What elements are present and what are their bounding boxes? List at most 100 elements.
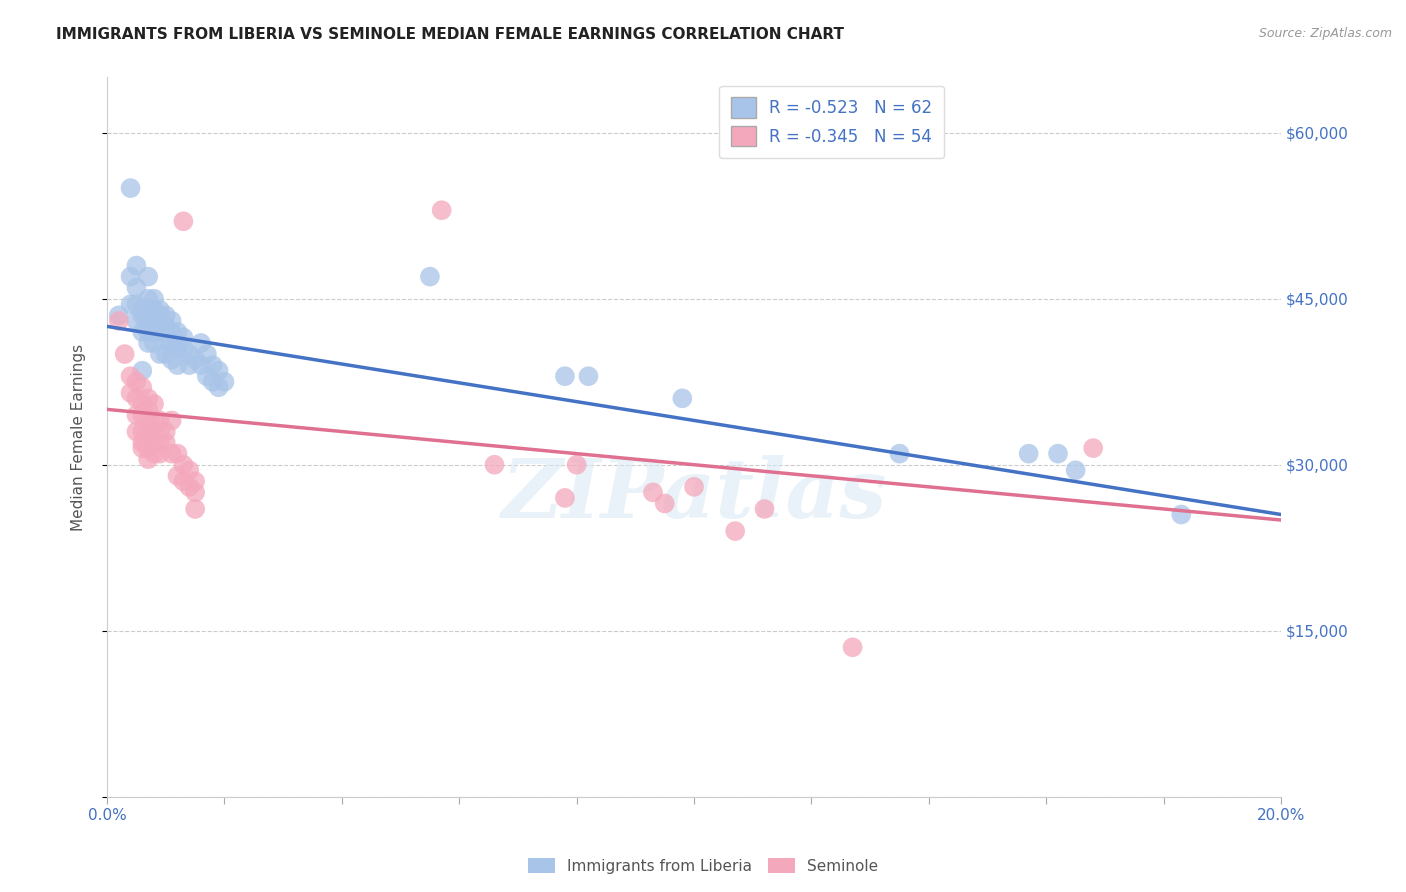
Point xyxy=(172,475,194,489)
Point xyxy=(172,458,194,472)
Point xyxy=(155,319,177,334)
Point xyxy=(136,441,159,455)
Point xyxy=(120,385,142,400)
Point xyxy=(131,380,153,394)
Point xyxy=(155,309,177,323)
Point xyxy=(136,292,159,306)
Point xyxy=(143,302,166,317)
Text: IMMIGRANTS FROM LIBERIA VS SEMINOLE MEDIAN FEMALE EARNINGS CORRELATION CHART: IMMIGRANTS FROM LIBERIA VS SEMINOLE MEDI… xyxy=(56,27,844,42)
Point xyxy=(143,292,166,306)
Y-axis label: Median Female Earnings: Median Female Earnings xyxy=(72,343,86,531)
Point xyxy=(554,491,576,505)
Point xyxy=(190,336,212,351)
Point xyxy=(1170,508,1192,522)
Point xyxy=(131,364,153,378)
Point xyxy=(136,413,159,427)
Point xyxy=(155,347,177,361)
Point xyxy=(143,397,166,411)
Point xyxy=(641,485,664,500)
Point xyxy=(184,502,207,516)
Point xyxy=(155,425,177,439)
Point xyxy=(143,447,166,461)
Point xyxy=(125,375,148,389)
Point xyxy=(149,413,172,427)
Point xyxy=(136,302,159,317)
Point xyxy=(136,392,159,406)
Point xyxy=(143,336,166,351)
Point xyxy=(149,435,172,450)
Point xyxy=(1047,447,1070,461)
Point xyxy=(724,524,747,538)
Point xyxy=(108,314,131,328)
Point xyxy=(160,447,183,461)
Point xyxy=(166,325,188,339)
Point xyxy=(131,435,153,450)
Point xyxy=(125,314,148,328)
Point xyxy=(131,441,153,455)
Point xyxy=(136,425,159,439)
Point xyxy=(131,397,153,411)
Point xyxy=(195,347,218,361)
Point xyxy=(149,425,172,439)
Point xyxy=(195,369,218,384)
Point xyxy=(143,309,166,323)
Point xyxy=(136,325,159,339)
Point xyxy=(1064,463,1087,477)
Point xyxy=(179,358,201,372)
Point xyxy=(120,181,142,195)
Point xyxy=(114,347,136,361)
Point xyxy=(671,392,693,406)
Point xyxy=(143,425,166,439)
Point xyxy=(683,480,706,494)
Point xyxy=(172,342,194,356)
Legend: R = -0.523   N = 62, R = -0.345   N = 54: R = -0.523 N = 62, R = -0.345 N = 54 xyxy=(720,86,943,158)
Point xyxy=(155,330,177,344)
Point xyxy=(136,452,159,467)
Point xyxy=(190,358,212,372)
Point xyxy=(125,408,148,422)
Point xyxy=(120,269,142,284)
Point xyxy=(131,325,153,339)
Point xyxy=(125,425,148,439)
Point xyxy=(166,447,188,461)
Point xyxy=(179,480,201,494)
Point xyxy=(108,309,131,323)
Legend: Immigrants from Liberia, Seminole: Immigrants from Liberia, Seminole xyxy=(522,852,884,880)
Text: Source: ZipAtlas.com: Source: ZipAtlas.com xyxy=(1258,27,1392,40)
Point xyxy=(179,463,201,477)
Point xyxy=(143,435,166,450)
Point xyxy=(841,640,863,655)
Point xyxy=(207,380,229,394)
Point xyxy=(125,297,148,311)
Point xyxy=(131,309,153,323)
Point xyxy=(166,468,188,483)
Point xyxy=(166,342,188,356)
Point xyxy=(754,502,776,516)
Point xyxy=(125,392,148,406)
Point xyxy=(179,347,201,361)
Point xyxy=(149,347,172,361)
Point xyxy=(166,358,188,372)
Point xyxy=(214,375,236,389)
Point xyxy=(1018,447,1040,461)
Point xyxy=(201,358,224,372)
Point xyxy=(484,458,506,472)
Point xyxy=(131,302,153,317)
Point xyxy=(160,325,183,339)
Point xyxy=(201,375,224,389)
Point xyxy=(143,325,166,339)
Text: ZIPatlas: ZIPatlas xyxy=(502,455,887,534)
Point xyxy=(207,364,229,378)
Point xyxy=(136,336,159,351)
Point xyxy=(131,425,153,439)
Point xyxy=(155,435,177,450)
Point xyxy=(419,269,441,284)
Point xyxy=(160,314,183,328)
Point xyxy=(125,259,148,273)
Point xyxy=(184,485,207,500)
Point xyxy=(149,302,172,317)
Point xyxy=(554,369,576,384)
Point xyxy=(136,402,159,417)
Point xyxy=(131,408,153,422)
Point xyxy=(120,297,142,311)
